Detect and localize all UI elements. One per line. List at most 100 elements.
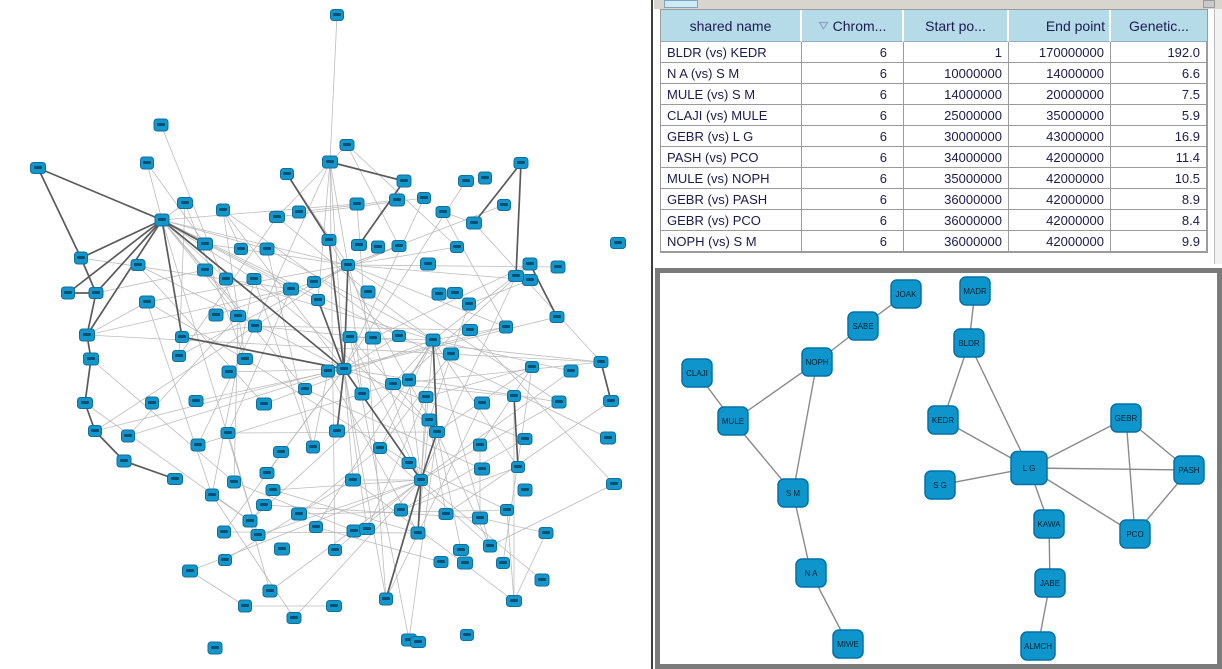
large-node[interactable] <box>497 199 511 211</box>
table-row[interactable]: GEBR (vs) L G 6 30000000 43000000 16.9 <box>661 126 1207 147</box>
table-cell[interactable]: NOPH (vs) S M <box>661 231 802 252</box>
large-node[interactable] <box>197 263 213 277</box>
large-node[interactable] <box>207 641 223 655</box>
table-cell[interactable]: 8.9 <box>1111 189 1207 210</box>
node-madr[interactable]: MADR <box>959 276 991 306</box>
large-node[interactable] <box>513 157 529 169</box>
large-node[interactable] <box>593 356 609 368</box>
edge-bldr-l-g[interactable] <box>968 342 1030 469</box>
large-node[interactable] <box>385 378 401 390</box>
table-row[interactable]: NOPH (vs) S M 6 36000000 42000000 9.9 <box>661 231 1207 252</box>
large-node[interactable] <box>259 242 275 256</box>
large-node[interactable] <box>175 331 189 343</box>
large-node[interactable] <box>188 395 204 407</box>
table-cell[interactable]: N A (vs) S M <box>661 63 802 84</box>
large-node[interactable] <box>322 155 338 169</box>
large-node[interactable] <box>341 259 355 271</box>
large-node[interactable] <box>197 237 213 251</box>
table-cell[interactable]: 34000000 <box>904 147 1009 168</box>
large-node[interactable] <box>462 324 478 336</box>
table-cell[interactable]: 42000000 <box>1009 147 1111 168</box>
column-header-shared-name[interactable]: shared name <box>661 10 802 42</box>
large-node[interactable] <box>328 544 342 556</box>
table-cell[interactable]: GEBR (vs) L G <box>661 126 802 147</box>
large-node[interactable] <box>551 395 567 409</box>
network-view-small-svg[interactable]: JOAK MADR SABE BLDR NOPH CLAJI MULE KEDR GEBR L G… <box>660 273 1217 664</box>
large-node[interactable] <box>507 390 521 402</box>
large-node[interactable] <box>443 347 459 361</box>
large-node[interactable] <box>499 320 513 334</box>
table-cell[interactable]: 35000000 <box>1009 105 1111 126</box>
node-kawa[interactable]: KAWA <box>1033 509 1065 539</box>
node-n-a[interactable]: N A <box>795 558 827 588</box>
large-node[interactable] <box>410 526 426 540</box>
column-header-genetic[interactable]: Genetic... <box>1111 10 1207 42</box>
large-node[interactable] <box>429 426 445 438</box>
large-node[interactable] <box>496 557 510 569</box>
large-node[interactable] <box>483 539 497 553</box>
large-node[interactable] <box>349 197 365 211</box>
table-cell[interactable]: 6 <box>802 84 904 105</box>
table-cell[interactable]: MULE (vs) S M <box>661 84 802 105</box>
large-node[interactable] <box>379 592 393 606</box>
table-cell[interactable]: 30000000 <box>904 126 1009 147</box>
large-node[interactable] <box>292 205 306 219</box>
node-kedr[interactable]: KEDR <box>927 405 959 435</box>
edge-noph-s-m[interactable] <box>792 361 818 494</box>
large-node[interactable] <box>154 213 170 227</box>
table-cell[interactable]: 6 <box>802 42 904 63</box>
large-node[interactable] <box>61 286 75 300</box>
large-node[interactable] <box>182 564 198 578</box>
table-cell[interactable]: 6 <box>802 231 904 252</box>
large-node[interactable] <box>256 499 272 511</box>
large-node[interactable] <box>238 599 252 613</box>
node-mule[interactable]: MULE <box>717 406 749 436</box>
large-node[interactable] <box>291 507 307 521</box>
large-node[interactable] <box>473 438 487 452</box>
large-node[interactable] <box>431 287 447 301</box>
node-miwe[interactable]: MIWE <box>832 629 864 659</box>
table-cell[interactable]: GEBR (vs) PASH <box>661 189 802 210</box>
large-node[interactable] <box>326 600 342 612</box>
large-node[interactable] <box>311 294 325 306</box>
large-node[interactable] <box>425 333 441 347</box>
table-cell[interactable]: 20000000 <box>1009 84 1111 105</box>
table-cell[interactable]: 11.4 <box>1111 147 1207 168</box>
large-node[interactable] <box>269 211 285 223</box>
large-node[interactable] <box>336 363 352 375</box>
large-node[interactable] <box>280 168 294 180</box>
table-row[interactable]: BLDR (vs) KEDR 6 1 170000000 192.0 <box>661 42 1207 63</box>
column-header-chrom[interactable]: Chrom... <box>802 10 904 42</box>
large-node[interactable] <box>563 364 579 378</box>
node-joak[interactable]: JOAK <box>890 279 922 309</box>
network-view-large[interactable] <box>0 0 655 669</box>
large-node[interactable] <box>549 311 565 323</box>
table-cell[interactable]: 42000000 <box>1009 231 1111 252</box>
large-node[interactable] <box>402 373 416 387</box>
table-cell[interactable]: 5.9 <box>1111 105 1207 126</box>
node-jabe[interactable]: JABE <box>1034 568 1066 598</box>
table-row[interactable]: MULE (vs) S M 6 14000000 20000000 7.5 <box>661 84 1207 105</box>
large-node[interactable] <box>371 240 385 254</box>
large-node[interactable] <box>116 454 132 468</box>
large-node[interactable] <box>351 239 367 251</box>
large-node[interactable] <box>140 156 154 170</box>
large-node[interactable] <box>329 424 345 438</box>
node-noph[interactable]: NOPH <box>801 347 833 377</box>
large-node[interactable] <box>298 383 312 395</box>
large-node[interactable] <box>550 260 566 274</box>
table-cell[interactable]: 42000000 <box>1009 189 1111 210</box>
table-cell[interactable]: 192.0 <box>1111 42 1207 63</box>
large-node[interactable] <box>522 257 538 271</box>
network-view-large-svg[interactable] <box>0 0 655 669</box>
edge-l-g-pash[interactable] <box>1028 467 1190 471</box>
large-node[interactable] <box>610 237 626 249</box>
table-cell[interactable]: 36000000 <box>904 210 1009 231</box>
large-node[interactable] <box>321 234 337 246</box>
vertical-scrollbar[interactable] <box>1214 9 1222 264</box>
large-node[interactable] <box>217 525 231 539</box>
table-cell[interactable]: 9.9 <box>1111 231 1207 252</box>
large-node[interactable] <box>525 361 539 373</box>
table-cell[interactable]: 36000000 <box>904 231 1009 252</box>
large-node[interactable] <box>307 276 321 288</box>
